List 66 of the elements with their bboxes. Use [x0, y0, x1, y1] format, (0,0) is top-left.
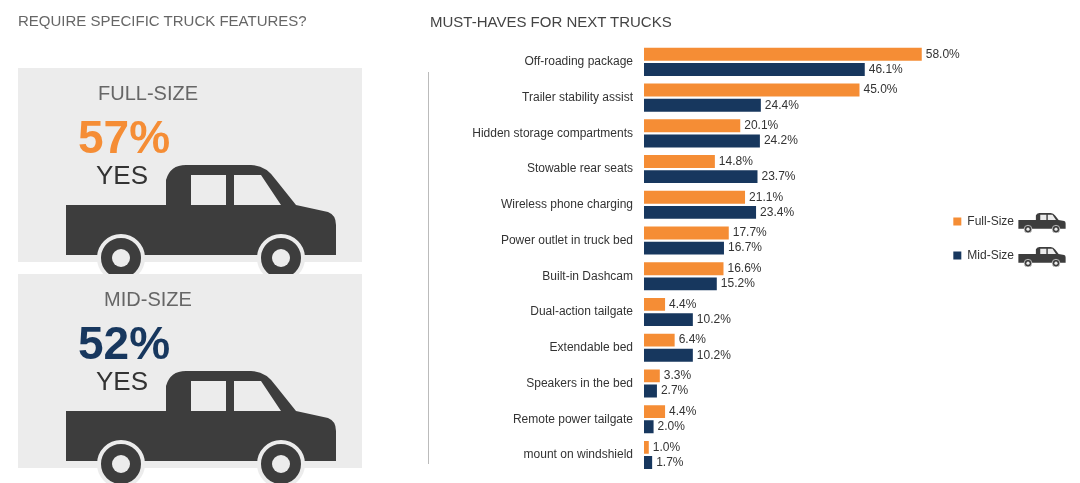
data-label: 1.0%	[652, 439, 681, 454]
data-label: 16.6%	[727, 260, 762, 275]
bar	[644, 241, 724, 255]
data-label: 1.7%	[656, 454, 684, 469]
y-tick-label: Power outlet in truck bed	[500, 232, 633, 247]
bar	[644, 155, 715, 168]
bar	[644, 369, 660, 383]
data-label: 14.8%	[718, 153, 754, 168]
data-label: 4.4%	[669, 403, 697, 418]
data-label: 21.1%	[749, 189, 784, 204]
bar	[644, 313, 693, 327]
data-label: 2.7%	[660, 383, 689, 398]
data-label: 3.3%	[663, 368, 692, 383]
legend-label: Mid-Size	[967, 247, 1015, 262]
data-label: 16.7%	[727, 240, 763, 255]
bar	[644, 47, 922, 61]
data-label: 24.2%	[763, 133, 799, 148]
y-tick-label: Dual-action tailgate	[530, 304, 634, 319]
text: FULL-SIZE	[97, 82, 199, 105]
bar	[644, 205, 757, 219]
data-label: 6.4%	[678, 332, 707, 347]
legend-label: Full-Size	[967, 213, 1015, 228]
bar	[644, 226, 729, 240]
bar	[644, 277, 717, 291]
data-label: 23.7%	[761, 168, 796, 183]
y-tick-label: mount on windshield	[523, 447, 633, 462]
data-label: 46.1%	[868, 61, 904, 76]
data-label: 17.7%	[732, 225, 768, 240]
bar	[644, 456, 653, 469]
data-label: 20.1%	[744, 118, 779, 133]
data-label: 10.2%	[696, 311, 732, 326]
bar	[644, 348, 693, 362]
data-label: 10.2%	[696, 347, 732, 362]
y-tick-label: Wireless phone charging	[500, 197, 633, 212]
bar	[644, 384, 657, 398]
data-label: 2.0%	[657, 419, 686, 434]
y-tick-label: Stowable rear seats	[526, 161, 633, 176]
data-label: 24.4%	[764, 97, 800, 112]
bar	[644, 63, 865, 76]
bar	[644, 98, 761, 112]
y-tick-label: Off-roading package	[524, 54, 634, 69]
text: MID-SIZE	[103, 288, 193, 311]
data-label: 23.4%	[760, 204, 795, 219]
y-tick-label: Trailer stability assist	[522, 89, 634, 104]
bar	[644, 420, 654, 434]
data-label: 45.0%	[863, 82, 898, 97]
data-label: 58.0%	[925, 46, 961, 61]
y-tick-label: Remote power tailgate	[512, 411, 634, 426]
bar	[644, 405, 666, 419]
bar	[644, 262, 724, 276]
chart-title: MUST-HAVES FOR NEXT TRUCKS	[430, 13, 672, 31]
bar	[644, 190, 746, 204]
text: REQUIRE SPECIFIC TRUCK FEATURES?	[18, 12, 307, 29]
y-tick-label: Hidden storage compartments	[472, 125, 633, 140]
bar	[644, 297, 666, 311]
y-tick-label: Built-in Dashcam	[542, 268, 633, 283]
data-label: 15.2%	[720, 276, 756, 291]
bar	[644, 440, 649, 454]
bar	[644, 170, 758, 184]
bar	[644, 119, 741, 133]
data-label: 4.4%	[669, 296, 697, 311]
bar	[644, 83, 860, 97]
bar	[644, 134, 760, 148]
y-tick-label: Extendable bed	[549, 340, 633, 355]
y-tick-label: Speakers in the bed	[526, 375, 633, 390]
bar	[644, 333, 675, 347]
